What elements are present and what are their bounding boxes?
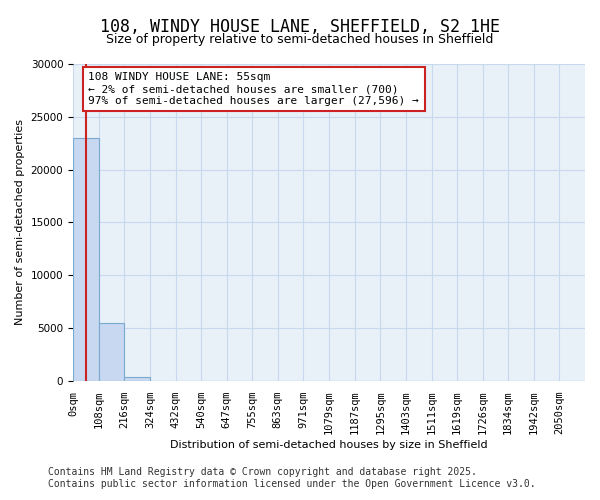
Y-axis label: Number of semi-detached properties: Number of semi-detached properties bbox=[15, 120, 25, 326]
Text: Contains HM Land Registry data © Crown copyright and database right 2025.
Contai: Contains HM Land Registry data © Crown c… bbox=[48, 468, 536, 489]
Text: Size of property relative to semi-detached houses in Sheffield: Size of property relative to semi-detach… bbox=[106, 32, 494, 46]
Bar bbox=[124, 378, 150, 381]
Bar bbox=[98, 323, 124, 381]
Bar bbox=[73, 138, 98, 381]
Text: 108, WINDY HOUSE LANE, SHEFFIELD, S2 1HE: 108, WINDY HOUSE LANE, SHEFFIELD, S2 1HE bbox=[100, 18, 500, 36]
X-axis label: Distribution of semi-detached houses by size in Sheffield: Distribution of semi-detached houses by … bbox=[170, 440, 488, 450]
Text: 108 WINDY HOUSE LANE: 55sqm
← 2% of semi-detached houses are smaller (700)
97% o: 108 WINDY HOUSE LANE: 55sqm ← 2% of semi… bbox=[88, 72, 419, 106]
